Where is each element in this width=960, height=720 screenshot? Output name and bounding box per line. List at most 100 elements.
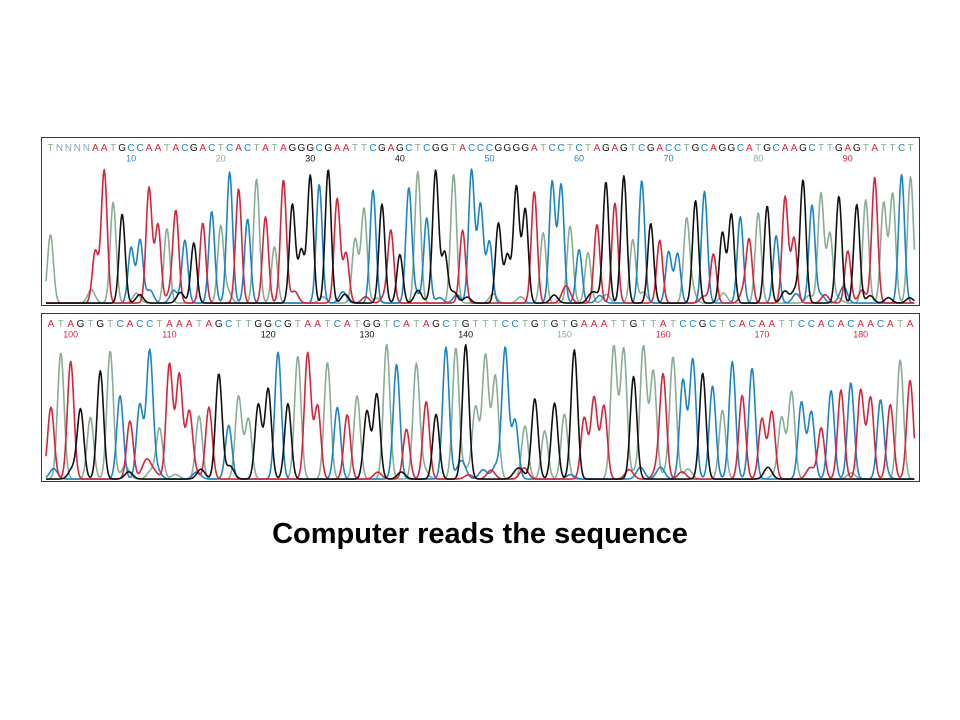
base-call: T: [650, 319, 656, 330]
base-call: T: [611, 319, 617, 330]
base-call: A: [388, 143, 395, 154]
base-call: T: [719, 319, 725, 330]
base-call: C: [638, 143, 645, 154]
base-call: G: [432, 319, 440, 330]
base-call: T: [522, 319, 528, 330]
base-call: T: [413, 319, 419, 330]
base-call: C: [773, 143, 780, 154]
base-call: A: [601, 319, 608, 330]
base-call: A: [304, 319, 311, 330]
base-call: G: [570, 319, 578, 330]
base-call: G: [254, 319, 262, 330]
base-call: G: [835, 143, 843, 154]
base-call: T: [157, 319, 163, 330]
base-call: G: [699, 319, 707, 330]
base-call: T: [218, 143, 224, 154]
base-call: T: [196, 319, 202, 330]
position-label: 160: [656, 330, 671, 340]
base-call: G: [297, 143, 305, 154]
position-label: 120: [261, 330, 276, 340]
base-call: A: [591, 319, 598, 330]
base-call: T: [110, 143, 116, 154]
base-call: A: [262, 143, 269, 154]
base-call: G: [378, 143, 386, 154]
base-call: G: [441, 143, 449, 154]
base-call: T: [640, 319, 646, 330]
base-call: A: [871, 143, 878, 154]
base-call: T: [453, 319, 459, 330]
base-call: G: [288, 143, 296, 154]
base-call: T: [621, 319, 627, 330]
base-call: C: [798, 319, 805, 330]
base-call: G: [719, 143, 727, 154]
base-call: A: [423, 319, 430, 330]
position-label: 130: [359, 330, 374, 340]
base-call: T: [47, 143, 53, 154]
base-call: T: [451, 143, 457, 154]
base-call: C: [181, 143, 188, 154]
base-call: A: [759, 319, 766, 330]
base-call: A: [334, 143, 341, 154]
base-call: C: [369, 143, 376, 154]
base-call: C: [689, 319, 696, 330]
position-label: 180: [853, 330, 868, 340]
base-call: A: [867, 319, 874, 330]
base-call: G: [763, 143, 771, 154]
base-call: C: [274, 319, 281, 330]
position-label: 110: [162, 330, 176, 340]
base-call: G: [77, 319, 85, 330]
base-call: T: [542, 319, 548, 330]
base-call: T: [779, 319, 785, 330]
base-call: T: [271, 143, 277, 154]
base-call: T: [58, 319, 64, 330]
base-call: C: [808, 319, 815, 330]
base-call: T: [352, 143, 358, 154]
base-call: T: [473, 319, 479, 330]
base-call: T: [863, 143, 869, 154]
base-call: A: [844, 143, 851, 154]
base-call: T: [107, 319, 113, 330]
base-call: T: [561, 319, 567, 330]
base-call: A: [857, 319, 864, 330]
base-call: A: [48, 319, 55, 330]
position-label: 80: [753, 154, 763, 164]
base-call: C: [709, 319, 716, 330]
base-call: T: [295, 319, 301, 330]
base-call: G: [602, 143, 610, 154]
trace-line-C: [45, 346, 915, 480]
base-call: T: [87, 319, 93, 330]
base-call: A: [531, 143, 538, 154]
base-call: A: [127, 319, 134, 330]
base-call: C: [244, 143, 251, 154]
base-call: C: [674, 143, 681, 154]
position-label: 70: [664, 154, 674, 164]
base-call: A: [176, 319, 183, 330]
base-call: A: [594, 143, 601, 154]
base-call: A: [818, 319, 825, 330]
base-call: G: [284, 319, 292, 330]
base-call: G: [521, 143, 529, 154]
position-label: 30: [305, 154, 315, 164]
base-call: G: [396, 143, 404, 154]
base-call: G: [630, 319, 638, 330]
base-call: A: [173, 143, 180, 154]
base-call: A: [314, 319, 321, 330]
base-call: C: [208, 143, 215, 154]
base-call: T: [585, 143, 591, 154]
position-label: 140: [458, 330, 473, 340]
base-call: G: [96, 319, 104, 330]
base-call: C: [146, 319, 153, 330]
base-call: N: [74, 143, 81, 154]
base-call: C: [393, 319, 400, 330]
base-call: G: [692, 143, 700, 154]
base-call: A: [656, 143, 663, 154]
base-call: A: [146, 143, 153, 154]
base-call: T: [881, 143, 887, 154]
base-call: C: [558, 143, 565, 154]
base-call: T: [245, 319, 251, 330]
base-call: C: [225, 319, 232, 330]
base-call: G: [647, 143, 655, 154]
base-call: A: [612, 143, 619, 154]
base-call: C: [549, 143, 556, 154]
